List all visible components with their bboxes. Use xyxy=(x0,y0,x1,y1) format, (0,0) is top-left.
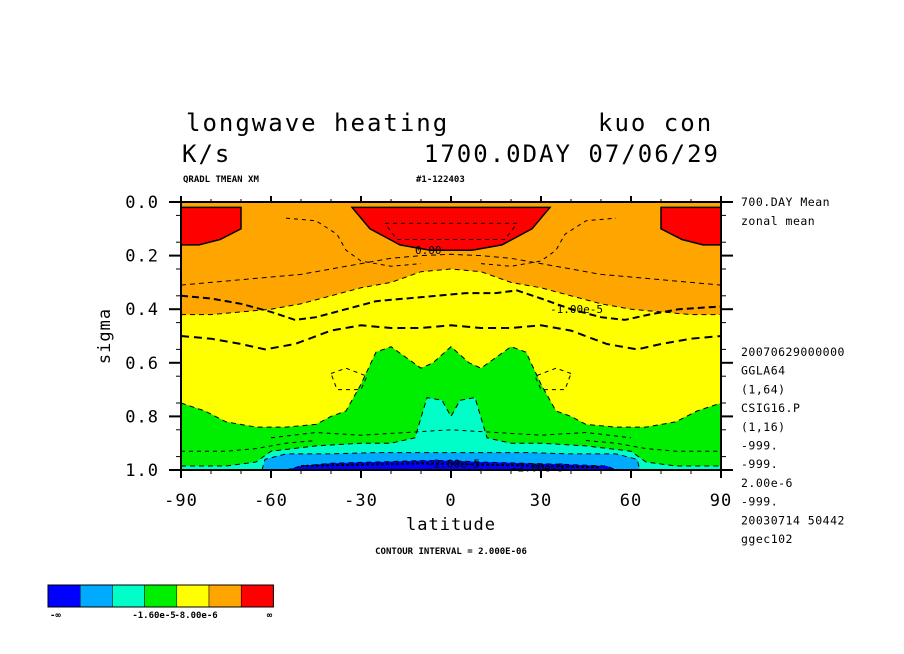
band-3 xyxy=(181,346,721,470)
y-tick-label: 0.8 xyxy=(125,407,159,427)
contour-line-1 xyxy=(180,253,722,286)
colorbar-swatch xyxy=(144,584,178,608)
contour-extra-10 xyxy=(300,462,602,469)
side-info-line: 20070629000000 xyxy=(741,345,845,359)
contour-extra-8 xyxy=(181,440,317,452)
side-info-line: 20030714 50442 xyxy=(741,513,845,527)
y-tick-label: 0.4 xyxy=(125,300,159,320)
contour-extra-9 xyxy=(585,440,721,452)
colorbar-label: ∞ xyxy=(267,611,273,621)
contour-extra-3 xyxy=(480,217,617,267)
side-info-line: zonal mean xyxy=(741,214,815,228)
colorbar-swatch xyxy=(240,584,274,608)
contour-extra-2 xyxy=(285,217,422,267)
y-tick-label: 0.2 xyxy=(125,247,159,267)
colorbar-swatch xyxy=(47,584,81,608)
colorbar-label: -1.60e-5 xyxy=(132,611,175,621)
y-tick-label: 0.6 xyxy=(125,354,159,374)
contour-line-4 xyxy=(181,397,721,467)
contour-label-2: -2.00e-5 xyxy=(427,457,480,470)
side-info-top: 700.DAY Mean zonal mean xyxy=(741,195,830,228)
colorbar-swatch xyxy=(112,584,145,608)
side-info-line: (1,64) xyxy=(741,382,786,396)
side-info-line: (1,16) xyxy=(741,420,786,434)
x-tick-label: -30 xyxy=(344,491,378,511)
band-4 xyxy=(181,397,721,470)
x-tick-label: 30 xyxy=(530,491,552,511)
x-tick-label: 60 xyxy=(620,491,642,511)
plot-area xyxy=(180,202,722,470)
contour-labels: 0.00 -1.00e-5 -2.00e-5 -2.00e-5 xyxy=(415,244,603,474)
contour-line-3 xyxy=(180,346,722,428)
x-axis-label: latitude xyxy=(406,515,496,535)
x-tick-label: 0 xyxy=(445,491,456,511)
contour-line-5 xyxy=(261,452,641,471)
y-axis-label: sigma xyxy=(95,308,115,364)
contour-label-1: -1.00e-5 xyxy=(550,303,603,316)
colorbar-label: -∞ xyxy=(50,611,61,621)
colorbar-label: -8.00e-6 xyxy=(174,611,217,621)
x-tick-label: -90 xyxy=(164,491,198,511)
y-tick-label: 1.0 xyxy=(125,461,159,481)
side-info-line: CSIG16.P xyxy=(741,401,800,415)
contour-line-6 xyxy=(285,460,617,471)
contour-label-3: -2.00e-5 xyxy=(511,461,564,474)
y-tick-label: 0.0 xyxy=(125,193,159,213)
colorbar-swatch xyxy=(79,584,113,608)
band-6 xyxy=(286,460,616,470)
side-info-line: -999. xyxy=(741,457,778,471)
axes: -90 -60 -30 0 30 60 90 0.0 0.2 0.4 0.6 0.8 1.0 xyxy=(125,193,733,511)
side-info-line: -999. xyxy=(741,495,778,509)
contour-extra-0 xyxy=(180,289,722,321)
title-line1-right: kuo con xyxy=(598,109,713,137)
contour-interval-label: CONTOUR INTERVAL = 2.000E-06 xyxy=(375,547,527,557)
side-info-line: 2.00e-6 xyxy=(741,476,793,490)
side-info-line: ggec102 xyxy=(741,532,793,546)
contour-lines xyxy=(180,217,722,471)
side-info-line: 700.DAY Mean xyxy=(741,195,830,209)
subtitle-left: QRADL TMEAN XM xyxy=(183,175,259,185)
side-info-line: GGLA64 xyxy=(741,364,786,378)
band-red-1 xyxy=(350,206,552,251)
side-info-line: -999. xyxy=(741,439,778,453)
title-line1-left: longwave heating xyxy=(186,109,449,137)
title-line2-right: 1700.0DAY 07/06/29 xyxy=(424,140,720,168)
colorbar-swatch xyxy=(176,584,210,608)
contour-label-0: 0.00 xyxy=(415,244,442,257)
x-tick-label: 90 xyxy=(710,491,732,511)
colorbar-swatch xyxy=(208,584,242,608)
x-tick-label: -60 xyxy=(254,491,288,511)
contour-extra-1 xyxy=(180,324,722,351)
colorbar-frame xyxy=(47,584,274,608)
title-line2-left: K/s xyxy=(182,140,231,168)
subtitle-right: #1-122403 xyxy=(416,175,465,185)
contour-extra-4 xyxy=(384,222,518,240)
colorbar: -∞ -1.60e-5-8.00e-6 ∞ xyxy=(47,584,274,621)
side-info-bottom: 20070629000000 GGLA64 (1,64) CSIG16.P (1,16)… xyxy=(741,345,845,546)
contour-line-2 xyxy=(181,268,721,316)
